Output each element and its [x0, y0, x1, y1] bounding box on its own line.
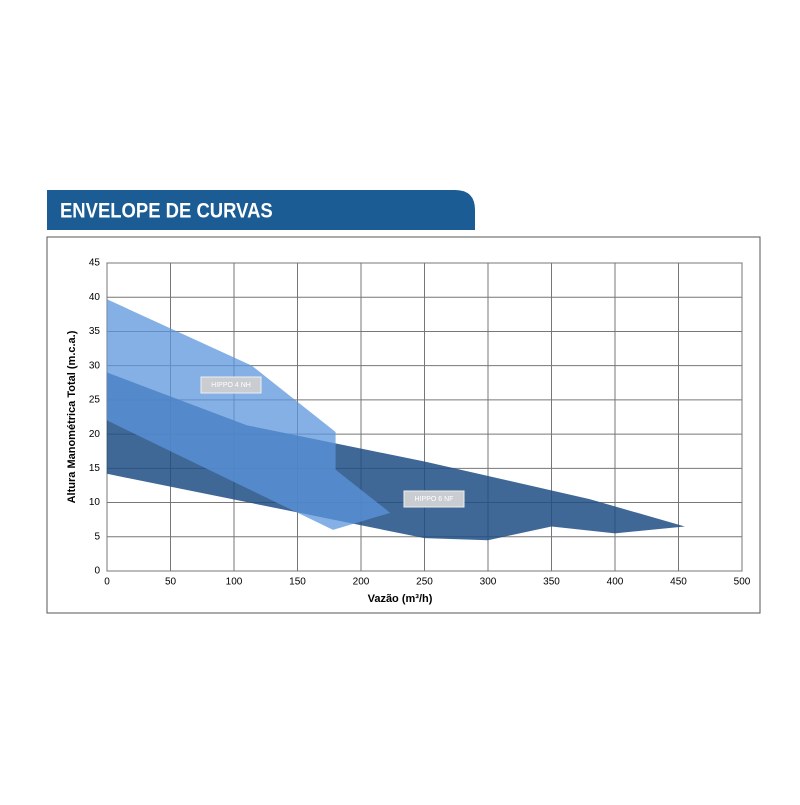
y-tick-label: 35	[89, 326, 101, 337]
y-tick-label: 40	[89, 292, 101, 303]
x-tick-label: 350	[543, 577, 560, 588]
x-tick-label: 0	[104, 577, 110, 588]
x-tick-label: 250	[416, 577, 433, 588]
x-axis-label: Vazão (m³/h)	[368, 593, 433, 605]
x-tick-label: 400	[607, 577, 624, 588]
x-tick-label: 500	[734, 577, 751, 588]
y-tick-label: 30	[89, 360, 101, 371]
x-tick-label: 200	[353, 577, 370, 588]
y-tick-label: 25	[89, 395, 101, 406]
x-tick-label: 300	[480, 577, 497, 588]
envelope-area	[107, 299, 391, 530]
series-label-box	[403, 490, 465, 508]
y-tick-label: 0	[94, 566, 100, 577]
x-tick-label: 150	[289, 577, 306, 588]
series-label-box	[200, 376, 262, 394]
y-axis-label: Altura Manométrica Total (m.c.a.)	[66, 330, 78, 503]
y-tick-label: 20	[89, 429, 101, 440]
y-tick-label: 45	[89, 258, 101, 269]
plot: 0 50 100 150 200 250 300 350 400 450 500 0 5 10 15 20 25…	[89, 258, 751, 588]
series-label: HIPPO 4 NH	[211, 382, 251, 389]
chart-title: ENVELOPE DE CURVAS	[60, 199, 273, 222]
x-tick-label: 50	[165, 577, 177, 588]
y-tick-label: 5	[94, 531, 100, 542]
y-tick-label: 15	[89, 463, 101, 474]
envelope-area	[107, 372, 685, 541]
x-tick-label: 100	[226, 577, 243, 588]
header-tab	[47, 190, 475, 230]
x-tick-label: 450	[670, 577, 687, 588]
series-label: HIPPO 6 NF	[415, 496, 454, 503]
y-tick-label: 10	[89, 497, 101, 508]
